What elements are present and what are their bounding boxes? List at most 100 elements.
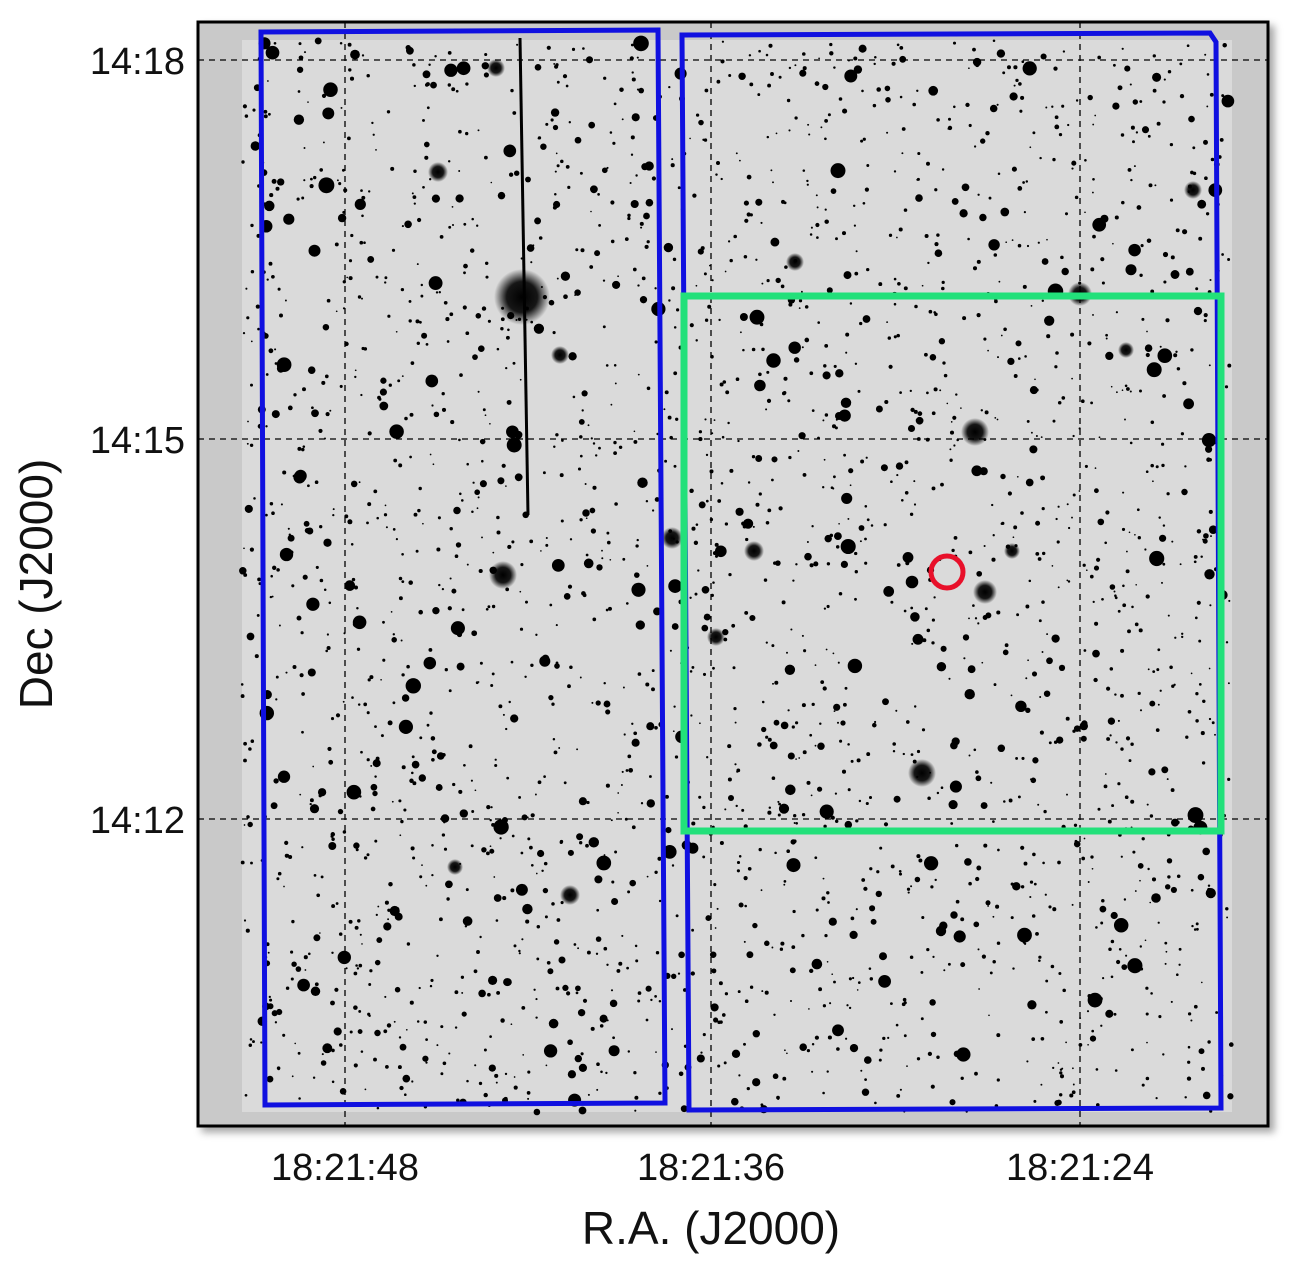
star: [1007, 491, 1012, 496]
star: [471, 217, 474, 221]
star: [342, 830, 347, 834]
star: [290, 950, 294, 954]
bright-star: [1184, 181, 1202, 199]
star: [961, 183, 970, 192]
star: [1193, 928, 1197, 931]
star: [843, 453, 846, 457]
star: [1144, 548, 1147, 551]
star: [483, 72, 489, 78]
star: [1122, 491, 1125, 494]
star: [1183, 398, 1194, 410]
star: [550, 108, 560, 117]
star: [291, 961, 297, 967]
star: [560, 159, 564, 164]
star: [483, 1092, 488, 1098]
star: [527, 837, 531, 841]
star: [673, 464, 677, 468]
star: [1071, 903, 1074, 906]
star: [1031, 914, 1036, 918]
star: [543, 775, 546, 778]
star: [1118, 947, 1122, 951]
star: [703, 138, 708, 142]
star: [860, 139, 864, 143]
star: [579, 841, 583, 845]
star: [617, 792, 620, 794]
star: [403, 808, 407, 812]
star: [622, 686, 625, 689]
star: [293, 114, 305, 125]
star: [798, 307, 801, 309]
star: [1094, 467, 1097, 469]
star: [913, 705, 917, 708]
star: [822, 877, 825, 880]
star: [1054, 124, 1060, 130]
star: [447, 606, 452, 611]
star: [654, 287, 657, 290]
star: [811, 1070, 814, 1073]
star: [1035, 435, 1038, 437]
star: [731, 1049, 741, 1058]
star: [930, 885, 934, 889]
star: [629, 56, 634, 61]
star: [639, 221, 644, 226]
star: [988, 196, 992, 200]
star: [827, 901, 830, 904]
star: [250, 269, 255, 274]
star: [963, 657, 966, 660]
star: [1196, 600, 1201, 605]
star: [665, 827, 672, 834]
star: [716, 79, 721, 84]
star: [548, 1018, 559, 1029]
star: [1067, 580, 1071, 583]
star: [249, 547, 254, 552]
star: [874, 720, 877, 724]
star: [1141, 837, 1145, 841]
star: [977, 948, 980, 951]
star: [324, 374, 329, 379]
star: [637, 672, 642, 676]
star: [1112, 63, 1116, 67]
star: [746, 212, 751, 217]
star: [955, 393, 958, 396]
star: [891, 61, 896, 66]
star: [942, 361, 946, 365]
star: [553, 939, 560, 945]
star: [401, 580, 405, 584]
star: [366, 711, 370, 715]
star: [424, 155, 429, 160]
star: [458, 438, 461, 442]
star: [1046, 334, 1051, 339]
star: [822, 371, 831, 380]
star: [887, 336, 892, 340]
star: [845, 332, 850, 337]
star: [931, 411, 936, 416]
star: [378, 397, 382, 401]
star: [1095, 1103, 1100, 1107]
bright-star: [973, 580, 997, 604]
star: [246, 632, 255, 641]
star: [1207, 884, 1211, 887]
star: [695, 113, 700, 117]
star: [347, 42, 352, 47]
star: [587, 1093, 590, 1096]
star: [781, 600, 786, 605]
star: [1041, 551, 1046, 556]
star: [975, 63, 980, 68]
star: [1052, 1066, 1055, 1070]
star: [702, 1033, 706, 1037]
star: [1035, 388, 1039, 392]
star: [1162, 100, 1166, 104]
star: [893, 170, 897, 173]
star: [367, 678, 371, 682]
star: [771, 478, 774, 482]
star: [346, 784, 362, 800]
star: [553, 750, 558, 755]
star: [619, 87, 624, 92]
star: [1204, 53, 1207, 56]
star: [245, 928, 250, 933]
star: [1129, 390, 1132, 393]
star: [1206, 73, 1210, 76]
star: [996, 103, 999, 106]
star: [1110, 975, 1114, 979]
star: [696, 1054, 705, 1063]
